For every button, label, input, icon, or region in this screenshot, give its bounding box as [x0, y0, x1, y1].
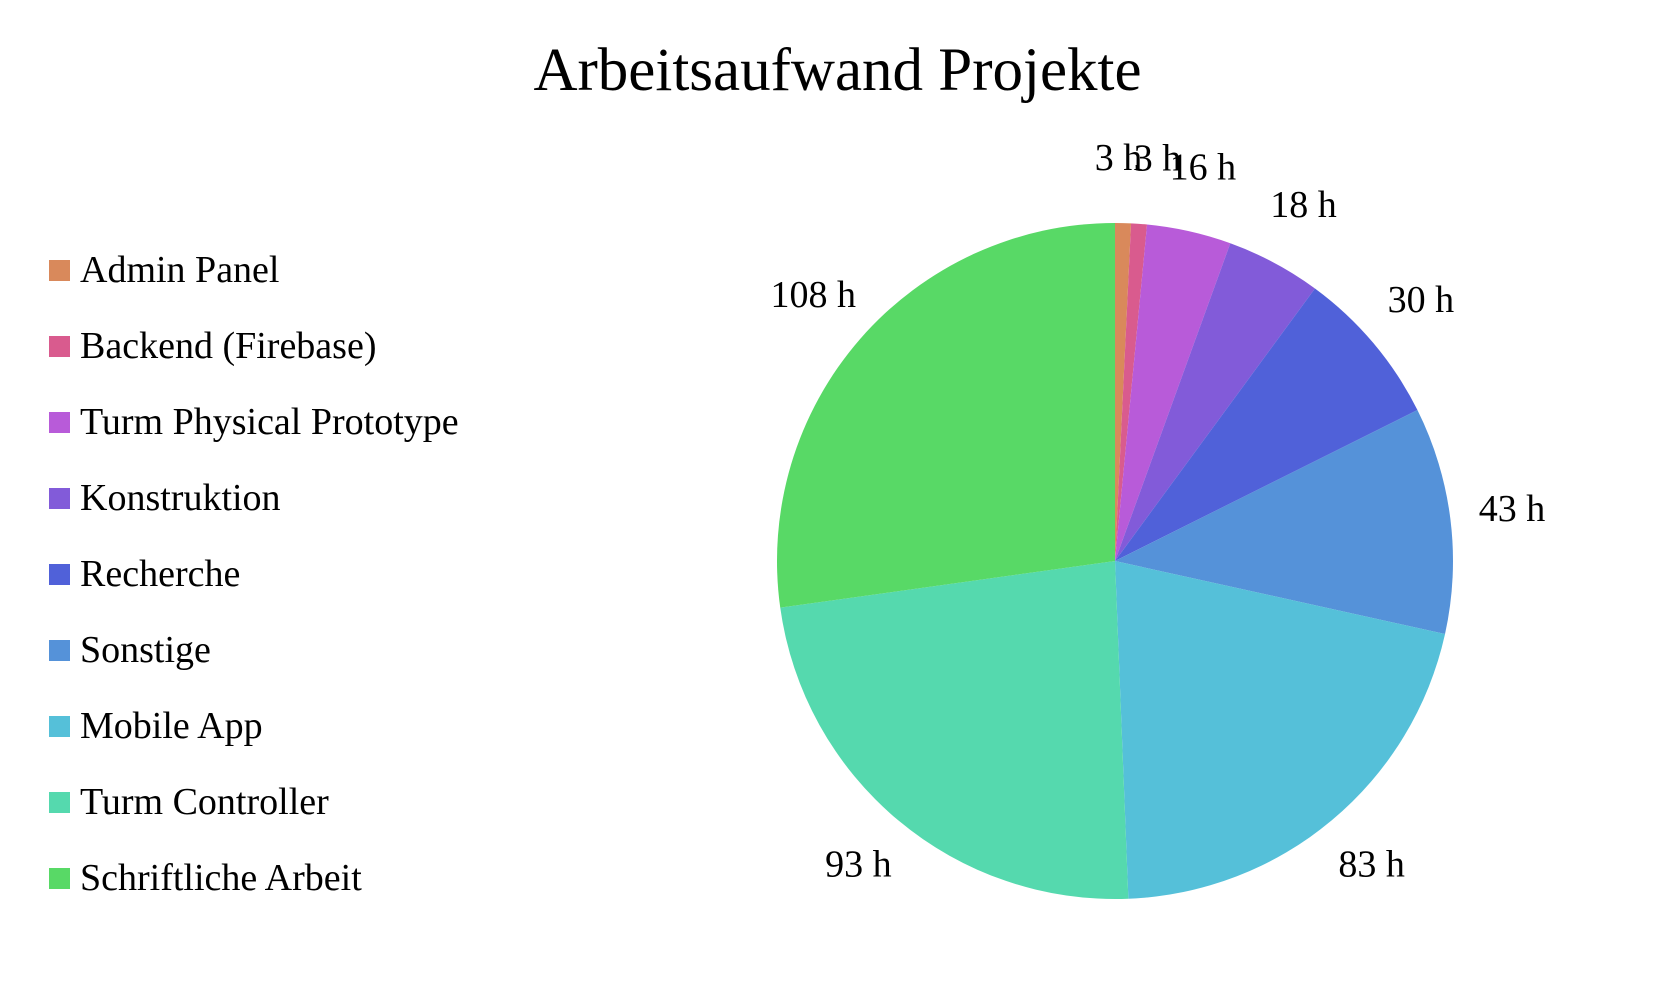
chart-title: Arbeitsaufwand Projekte	[533, 37, 1142, 104]
legend-item: Backend (Firebase)	[49, 308, 459, 384]
pie-slice	[1115, 243, 1315, 561]
pie-data-label: 30 h	[1388, 279, 1455, 321]
legend-swatch	[49, 259, 70, 281]
legend-label: Turm Physical Prototype	[80, 401, 459, 443]
legend-item: Sonstige	[49, 612, 459, 688]
pie-data-label: 3 h	[1095, 137, 1143, 179]
legend-item: Turm Physical Prototype	[49, 384, 459, 460]
pie-data-label: 3 h	[1134, 138, 1182, 180]
legend-swatch	[49, 639, 70, 661]
pie-slice	[780, 561, 1129, 899]
legend-item: Admin Panel	[49, 232, 459, 308]
pie-data-label: 43 h	[1479, 488, 1546, 530]
legend-swatch	[49, 487, 70, 509]
legend-item: Mobile App	[49, 688, 459, 764]
legend-swatch	[49, 715, 70, 737]
pie-data-label: 18 h	[1270, 184, 1337, 226]
legend-label: Backend (Firebase)	[80, 325, 377, 367]
pie-data-label: 93 h	[825, 844, 892, 886]
pie-data-label: 83 h	[1338, 844, 1405, 886]
pie-slice	[777, 223, 1115, 608]
pie-slice	[1115, 410, 1454, 634]
legend-item: Turm Controller	[49, 764, 459, 840]
legend-label: Admin Panel	[80, 249, 280, 291]
legend-label: Schriftliche Arbeit	[80, 857, 362, 899]
pie-slices	[777, 223, 1454, 899]
legend-item: Recherche	[49, 536, 459, 612]
legend-label: Konstruktion	[80, 477, 281, 519]
legend-item: Konstruktion	[49, 460, 459, 536]
legend-swatch	[49, 867, 70, 889]
legend-swatch	[49, 335, 70, 357]
legend-label: Turm Controller	[80, 781, 329, 823]
chart-legend: Admin Panel Backend (Firebase) Turm Physic…	[49, 232, 459, 916]
pie-slice	[1115, 223, 1148, 561]
legend-label: Recherche	[80, 553, 241, 595]
legend-item: Schriftliche Arbeit	[49, 840, 459, 916]
pie-slice	[1115, 224, 1231, 561]
legend-label: Mobile App	[80, 705, 263, 747]
legend-swatch	[49, 791, 70, 813]
pie-data-label: 16 h	[1170, 146, 1237, 188]
pie-data-label: 108 h	[771, 274, 857, 316]
pie-slice	[1115, 561, 1446, 899]
pie-slice	[1115, 223, 1132, 561]
pie-slice	[1115, 288, 1418, 561]
legend-swatch	[49, 411, 70, 433]
legend-swatch	[49, 563, 70, 585]
legend-label: Sonstige	[80, 629, 211, 671]
